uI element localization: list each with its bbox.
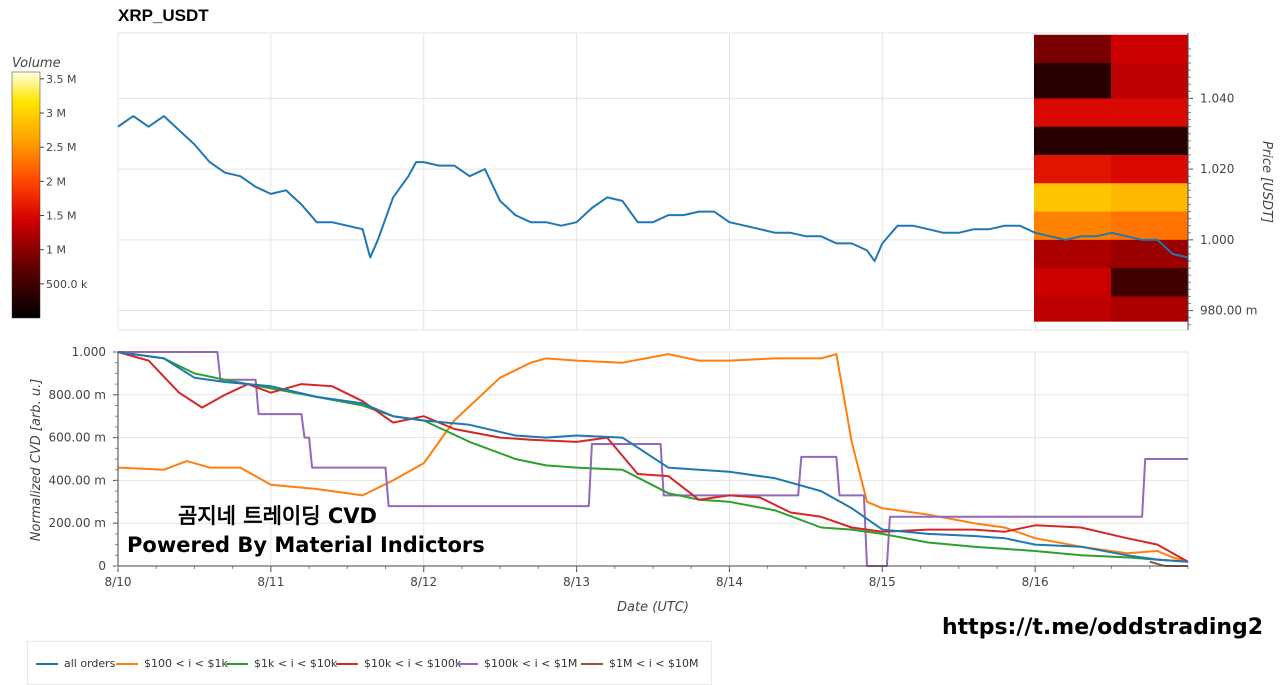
cvd-axis-label: Normalized CVD [arb. u.] bbox=[29, 379, 44, 542]
cvd-axis-tick-label: 400.00 m bbox=[49, 473, 107, 487]
heatmap-cell bbox=[1111, 98, 1189, 128]
legend-label: $100 < i < $1k bbox=[144, 657, 228, 670]
colorbar-tick-label: 2 M bbox=[46, 175, 66, 188]
date-axis-tick-label: 8/14 bbox=[716, 575, 743, 589]
legend-swatch bbox=[226, 663, 248, 665]
heatmap-cell bbox=[1111, 126, 1189, 156]
cvd-axis-tick-label: 0 bbox=[98, 559, 106, 573]
date-axis-tick-label: 8/12 bbox=[410, 575, 437, 589]
heatmap-cell bbox=[1111, 296, 1189, 322]
date-axis-label: Date (UTC) bbox=[617, 600, 689, 615]
colorbar-tick-label: 3.5 M bbox=[46, 73, 76, 86]
legend: all orders $100 < i < $1k $1k < i < $10k $1… bbox=[27, 641, 712, 685]
watermark-subtitle: Powered By Material Indictors bbox=[127, 533, 485, 557]
heatmap-cell bbox=[1034, 239, 1112, 269]
legend-item[interactable]: $1M < i < $10M bbox=[581, 657, 698, 670]
date-axis-tick-label: 8/16 bbox=[1022, 575, 1049, 589]
colorbar-gradient bbox=[11, 71, 41, 319]
legend-swatch bbox=[36, 663, 58, 665]
price-axis-tick-label: 1.040 bbox=[1200, 91, 1234, 105]
legend-item[interactable]: $100 < i < $1k bbox=[116, 657, 228, 670]
colorbar-tick-label: 2.5 M bbox=[46, 141, 76, 154]
heatmap-cell bbox=[1034, 268, 1112, 297]
chart-title: XRP_USDT bbox=[118, 6, 209, 25]
legend-label: $10k < i < $100k bbox=[364, 657, 462, 670]
date-axis-tick-label: 8/10 bbox=[105, 575, 132, 589]
legend-label: $1M < i < $10M bbox=[609, 657, 699, 670]
date-axis-tick-label: 8/11 bbox=[257, 575, 284, 589]
heatmap-cell bbox=[1034, 63, 1112, 99]
heatmap-cell bbox=[1111, 34, 1189, 64]
cvd-axis-tick-label: 1.000 bbox=[72, 345, 106, 359]
heatmap-cell bbox=[1111, 183, 1189, 213]
legend-item[interactable]: $1k < i < $10k bbox=[226, 657, 337, 670]
price-axis-tick-label: 980.00 m bbox=[1200, 304, 1258, 318]
heatmap-cell bbox=[1111, 154, 1189, 184]
heatmap-cell bbox=[1034, 154, 1112, 184]
heatmap-cell bbox=[1111, 63, 1189, 99]
legend-item[interactable]: all orders bbox=[36, 657, 115, 670]
legend-label: all orders bbox=[64, 657, 116, 670]
colorbar-title: Volume bbox=[12, 56, 61, 71]
cvd-axis-tick-label: 600.00 m bbox=[49, 431, 107, 445]
legend-swatch bbox=[456, 663, 478, 665]
colorbar-tick-label: 1.5 M bbox=[46, 210, 76, 223]
price-axis-tick-label: 1.000 bbox=[1200, 233, 1234, 247]
heatmap-cell bbox=[1034, 296, 1112, 322]
cvd-line-0 bbox=[117, 351, 1189, 563]
heatmap-cell bbox=[1034, 98, 1112, 128]
telegram-link[interactable]: https://t.me/oddstrading2 bbox=[942, 615, 1264, 640]
cvd-axis-tick-label: 200.00 m bbox=[49, 516, 107, 530]
legend-item[interactable]: $100k < i < $1M bbox=[456, 657, 577, 670]
heatmap-cell bbox=[1111, 268, 1189, 297]
legend-label: $100k < i < $1M bbox=[484, 657, 578, 670]
heatmap-cell bbox=[1034, 183, 1112, 213]
price-axis-label: Price [USDT] bbox=[1259, 141, 1274, 223]
watermark-title: 곰지네 트레이딩 CVD bbox=[178, 504, 377, 528]
heatmap-cell bbox=[1034, 126, 1112, 156]
cvd-axis-tick-label: 800.00 m bbox=[49, 388, 107, 402]
price-panel-frame bbox=[117, 32, 1189, 331]
colorbar-tick-label: 1 M bbox=[46, 244, 66, 257]
legend-swatch bbox=[581, 663, 603, 665]
price-line bbox=[117, 115, 1189, 263]
date-axis-tick-label: 8/15 bbox=[869, 575, 896, 589]
cvd-line-3 bbox=[117, 351, 1189, 563]
price-axis-tick-label: 1.020 bbox=[1200, 162, 1234, 176]
cvd-line-1 bbox=[117, 353, 1189, 563]
legend-swatch bbox=[336, 663, 358, 665]
colorbar-tick-label: 3 M bbox=[46, 107, 66, 120]
legend-swatch bbox=[116, 663, 138, 665]
legend-item[interactable]: $10k < i < $100k bbox=[336, 657, 461, 670]
legend-label: $1k < i < $10k bbox=[254, 657, 338, 670]
date-axis-tick-label: 8/13 bbox=[563, 575, 590, 589]
colorbar-tick-label: 500.0 k bbox=[46, 278, 88, 291]
heatmap-cell bbox=[1034, 34, 1112, 64]
colorbar: Volume 3.5 M 3 M 2.5 M 2 M 1.5 M 1 M 500.0 k bbox=[11, 56, 88, 319]
chart-canvas: Volume 3.5 M 3 M 2.5 M 2 M 1.5 M 1 M 500.0 k 1… bbox=[11, 32, 1274, 615]
